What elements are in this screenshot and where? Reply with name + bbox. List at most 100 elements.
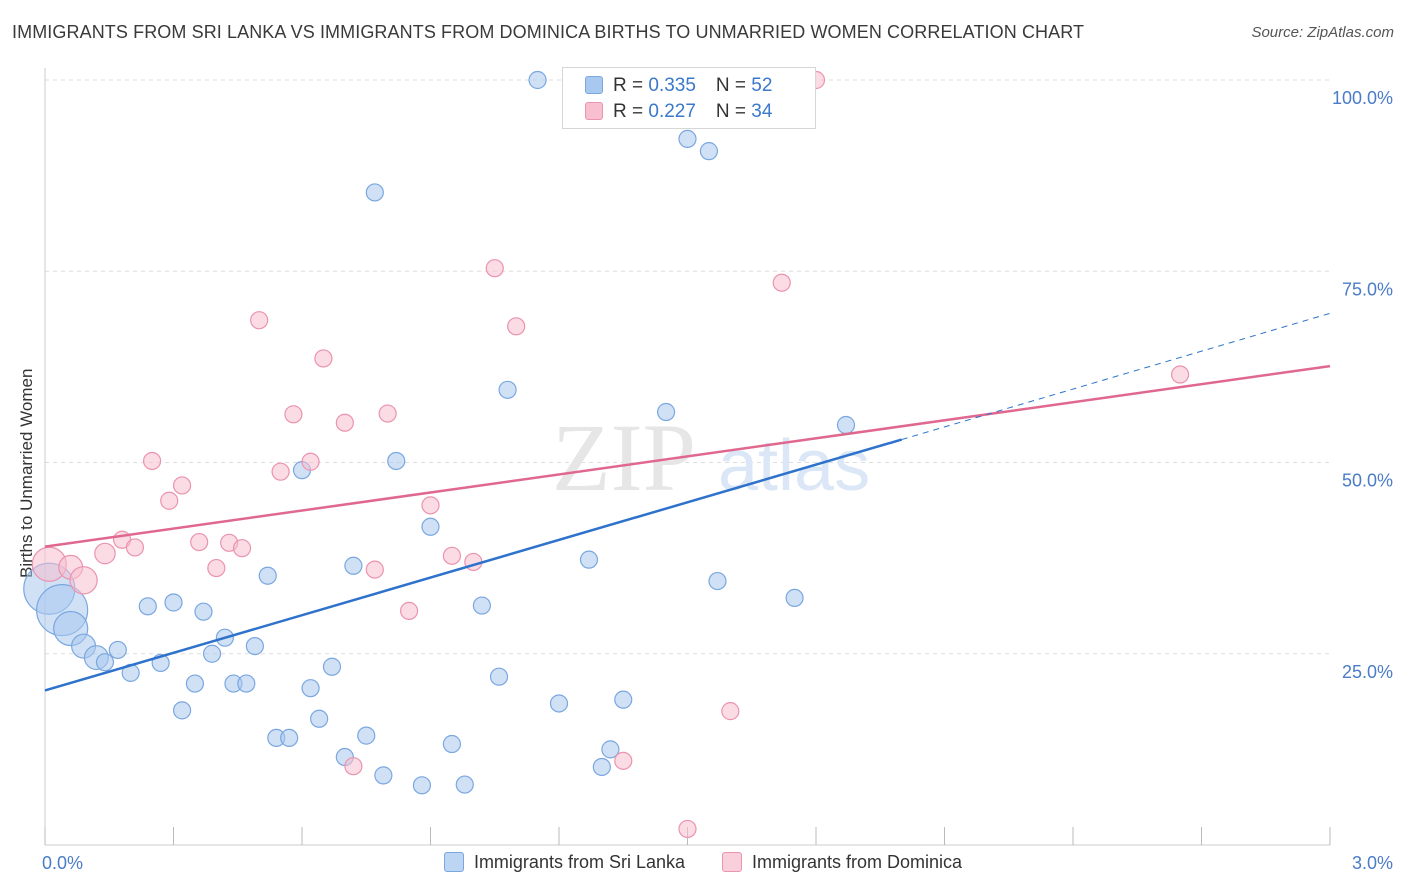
legend-n-label: N = xyxy=(715,75,752,96)
dominica-point xyxy=(614,751,633,770)
sri-lanka-point xyxy=(280,728,299,748)
axes xyxy=(44,68,1331,846)
sri-lanka-point xyxy=(138,597,157,616)
sri-lanka-point xyxy=(678,129,697,149)
sri-lanka-point xyxy=(412,776,432,795)
dominica-point xyxy=(344,757,363,776)
legend-swatch-blue xyxy=(585,76,603,94)
dominica-point xyxy=(69,566,98,595)
dominica-point xyxy=(207,558,226,578)
sri-lanka-point xyxy=(442,734,462,754)
legend-n-label: N = xyxy=(715,101,752,122)
bottom-legend-label: Immigrants from Dominica xyxy=(752,852,963,872)
sri-lanka-point xyxy=(387,451,406,471)
y-tick-label: 50.0% xyxy=(1342,471,1393,491)
sri-lanka-point xyxy=(592,757,611,777)
sri-lanka-point xyxy=(472,596,491,615)
dominica-point xyxy=(442,546,462,565)
x-tick-label: 0.0% xyxy=(42,853,83,873)
watermark-atlas: atlas xyxy=(718,426,870,506)
legend-r-value: 0.227 xyxy=(648,101,696,122)
legend-n-value: 34 xyxy=(751,101,773,122)
dominica-point xyxy=(335,413,354,432)
trend-lines xyxy=(44,312,1331,692)
sri-lanka-point xyxy=(164,593,183,612)
sri-lanka-point xyxy=(785,588,804,608)
sri-lanka-point xyxy=(310,709,329,728)
sri-lanka-point xyxy=(549,694,569,713)
chart-title: IMMIGRANTS FROM SRI LANKA VS IMMIGRANTS … xyxy=(12,22,1085,42)
sri-lanka-point xyxy=(614,690,633,709)
sri-lanka-point xyxy=(344,556,363,575)
sri-lanka-point xyxy=(455,775,474,794)
dominica-point xyxy=(399,601,419,621)
dominica-point xyxy=(172,476,192,495)
sri-lanka-point xyxy=(836,415,856,435)
sri-lanka-point xyxy=(245,636,264,656)
dominica-point xyxy=(232,539,252,558)
chart-source: Source: ZipAtlas.com xyxy=(1251,24,1394,41)
legend-swatch-pink xyxy=(585,102,603,120)
dominica-point xyxy=(314,349,333,368)
sri-lanka-point xyxy=(357,726,376,745)
sri-lanka-point xyxy=(202,644,222,663)
legend: R = 0.335 N = 52 R = 0.227 N = 34 xyxy=(562,67,816,129)
sri-lanka-point xyxy=(699,142,719,161)
y-tick-label: 25.0% xyxy=(1342,662,1393,682)
bottom-legend-swatch-blue xyxy=(443,852,464,872)
dominica-point xyxy=(94,542,116,565)
sri-lanka-point xyxy=(322,657,342,676)
sri-lanka-trend-extension xyxy=(901,312,1331,441)
grid-lines xyxy=(45,79,1330,655)
dominica-point xyxy=(142,451,162,471)
bottom-legend-swatch-pink xyxy=(722,852,743,872)
bottom-legend-sri-lanka: Immigrants from Sri Lanka xyxy=(443,852,685,873)
legend-r-label: R = xyxy=(613,101,649,122)
sri-lanka-point xyxy=(656,402,676,422)
sri-lanka-point xyxy=(374,766,393,785)
dominica-point xyxy=(1170,365,1190,384)
dominica-point xyxy=(507,317,526,336)
dominica-point xyxy=(378,404,397,423)
dominica-trend-line xyxy=(44,364,1331,548)
sri-lanka-point xyxy=(108,640,127,660)
tick-labels: 25.0% 50.0% 75.0% 100.0% 0.0% 3.0% xyxy=(42,88,1393,873)
sri-lanka-point xyxy=(579,550,599,569)
legend-r-label: R = xyxy=(613,75,649,96)
dominica-point xyxy=(421,496,440,515)
dominica-point xyxy=(160,491,179,510)
dominica-point xyxy=(250,311,269,330)
legend-r-value: 0.335 xyxy=(648,75,696,96)
sri-lanka-point xyxy=(194,602,213,621)
dominica-point xyxy=(301,452,320,471)
legend-n-value: 52 xyxy=(751,75,773,96)
sri-lanka-point xyxy=(237,674,256,693)
sri-lanka-point xyxy=(708,571,727,591)
dominica-point xyxy=(190,532,209,552)
bottom-legend-dominica: Immigrants from Dominica xyxy=(722,852,962,873)
legend-row-sri-lanka: R = 0.335 N = 52 xyxy=(585,75,772,101)
sri-lanka-trend-line xyxy=(44,438,903,692)
legend-row-dominica: R = 0.227 N = 34 xyxy=(585,101,772,127)
series-dominica-points xyxy=(31,70,1190,839)
sri-lanka-point xyxy=(301,679,320,698)
dominica-point xyxy=(721,702,740,721)
x-tick-label: 3.0% xyxy=(1352,853,1393,873)
bottom-legend: Immigrants from Sri Lanka Immigrants fro… xyxy=(0,852,1406,876)
sri-lanka-point xyxy=(258,566,277,585)
sri-lanka-point xyxy=(95,653,115,672)
sri-lanka-point xyxy=(601,740,620,759)
dominica-point xyxy=(271,462,290,481)
dominica-point xyxy=(678,819,697,839)
dominica-point xyxy=(125,538,145,557)
dominica-point xyxy=(284,405,303,424)
sri-lanka-point xyxy=(498,380,517,399)
dominica-point xyxy=(485,259,504,278)
dominica-point xyxy=(365,560,384,579)
sri-lanka-point xyxy=(489,667,509,686)
sri-lanka-point xyxy=(185,674,205,693)
sri-lanka-point xyxy=(528,70,547,90)
sri-lanka-point xyxy=(421,517,440,536)
y-tick-label: 75.0% xyxy=(1342,279,1393,299)
